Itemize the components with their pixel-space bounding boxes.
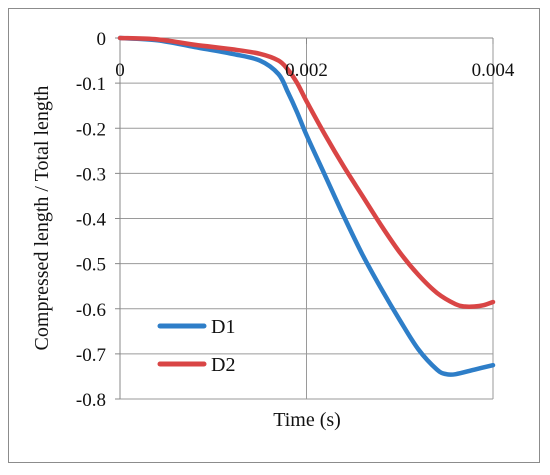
x-axis-title: Time (s) [273, 409, 341, 431]
y-tick-label: -0.3 [76, 164, 106, 185]
y-tick-label: -0.5 [76, 255, 106, 276]
series-line-d1 [117, 35, 496, 377]
y-tick-label: -0.8 [76, 390, 106, 411]
grid-lines [120, 38, 494, 400]
series-line-d2 [117, 35, 496, 309]
y-tick-label: -0.4 [76, 210, 107, 231]
series-lines [117, 35, 496, 377]
legend-label-d1: D1 [211, 316, 235, 338]
y-tick-label: -0.6 [76, 300, 106, 321]
x-tick-label: 0.002 [285, 60, 328, 81]
y-tick-label: -0.7 [76, 345, 106, 366]
y-tick-label: -0.1 [76, 74, 106, 95]
axes [115, 37, 494, 400]
x-tick-label: 0 [115, 60, 125, 81]
tick-labels: 0 -0.1 -0.2 -0.3 -0.4 -0.5 -0.6 -0.7 -0.8 0 0.002 0… [76, 29, 515, 411]
y-tick-label: 0 [97, 29, 107, 50]
legend: D1 D2 [157, 316, 235, 376]
y-tick-label: -0.2 [76, 119, 106, 140]
legend-label-d2: D2 [211, 354, 235, 376]
chart-frame [8, 8, 540, 463]
x-tick-label: 0.004 [472, 60, 515, 81]
y-axis-title: Compressed length / Total length [31, 86, 53, 351]
